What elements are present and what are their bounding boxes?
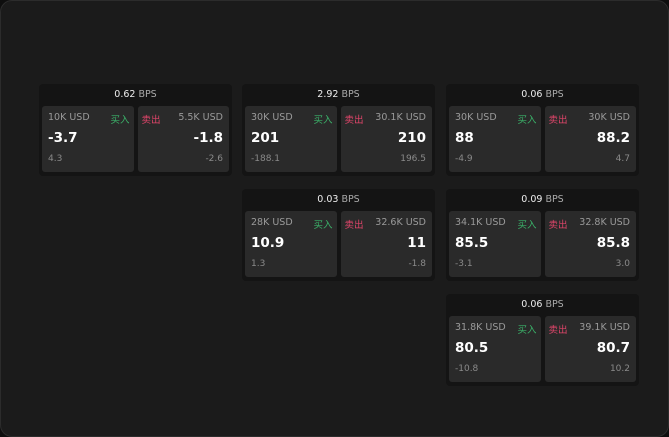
buy-cell[interactable]: 34.1K USD 买入 85.5 -3.1 — [449, 211, 541, 277]
buy-amount: 30K USD — [251, 112, 293, 123]
buy-diff: -4.9 — [455, 154, 473, 164]
sell-cell[interactable]: 32.6K USD 卖出 11 -1.8 — [340, 211, 432, 277]
sell-cell[interactable]: 5.5K USD 卖出 -1.8 -2.6 — [137, 106, 229, 172]
spread-header: 0.09 BPS — [446, 189, 639, 211]
spread-unit: BPS — [545, 299, 564, 310]
quote-tile: 0.06 BPS 31.8K USD 买入 80.5 -10.8 39.1K US… — [446, 294, 639, 386]
buy-diff: 1.3 — [251, 259, 266, 269]
sell-diff: 10.2 — [609, 364, 630, 374]
spread-unit: BPS — [545, 194, 564, 205]
spread-header: 0.06 BPS — [446, 84, 639, 106]
spread-header: 0.03 BPS — [242, 189, 435, 211]
buy-price: 80.5 — [455, 340, 489, 356]
buy-diff: -3.1 — [455, 259, 473, 269]
buy-cell[interactable]: 30K USD 买入 88 -4.9 — [449, 106, 541, 172]
quote-tile: 2.92 BPS 30K USD 买入 201 -188.1 30.1K USD … — [242, 84, 435, 176]
buy-price: 201 — [251, 130, 280, 146]
buy-label: 买入 — [110, 115, 130, 126]
sell-amount: 32.8K USD — [579, 217, 630, 228]
quote-tile: 0.03 BPS 28K USD 买入 10.9 1.3 32.6K USD 卖出… — [242, 189, 435, 281]
buy-diff: 4.3 — [48, 154, 63, 164]
buy-diff: -10.8 — [455, 364, 479, 374]
sell-label: 卖出 — [548, 325, 568, 336]
spread-value: 0.03 — [317, 194, 339, 205]
sell-price: 85.8 — [596, 235, 630, 251]
buy-amount: 31.8K USD — [455, 322, 506, 333]
sell-label: 卖出 — [548, 115, 568, 126]
sell-label: 卖出 — [344, 220, 364, 231]
buy-label: 买入 — [517, 220, 537, 231]
buy-cell[interactable]: 31.8K USD 买入 80.5 -10.8 — [449, 316, 541, 382]
spread-header: 0.06 BPS — [446, 294, 639, 316]
spread-value: 0.06 — [521, 299, 543, 310]
spread-value: 0.62 — [114, 89, 136, 100]
spread-unit: BPS — [341, 194, 360, 205]
buy-price: 85.5 — [455, 235, 489, 251]
sell-diff: 3.0 — [615, 259, 630, 269]
sell-diff: 4.7 — [615, 154, 630, 164]
sell-price: 88.2 — [596, 130, 630, 146]
spread-header: 2.92 BPS — [242, 84, 435, 106]
sell-cell[interactable]: 32.8K USD 卖出 85.8 3.0 — [544, 211, 636, 277]
quote-tile: 0.62 BPS 10K USD 买入 -3.7 4.3 5.5K USD 卖出 … — [39, 84, 232, 176]
sell-amount: 30K USD — [588, 112, 630, 123]
buy-price: 88 — [455, 130, 474, 146]
sell-cell[interactable]: 39.1K USD 卖出 80.7 10.2 — [544, 316, 636, 382]
sell-diff: 196.5 — [400, 154, 426, 164]
buy-label: 买入 — [313, 220, 333, 231]
spread-value: 0.09 — [521, 194, 543, 205]
spread-value: 2.92 — [317, 89, 339, 100]
buy-amount: 28K USD — [251, 217, 293, 228]
sell-amount: 32.6K USD — [375, 217, 426, 228]
spread-unit: BPS — [138, 89, 157, 100]
quote-tile: 0.09 BPS 34.1K USD 买入 85.5 -3.1 32.8K USD… — [446, 189, 639, 281]
spread-value: 0.06 — [521, 89, 543, 100]
sell-diff: -1.8 — [408, 259, 426, 269]
buy-amount: 34.1K USD — [455, 217, 506, 228]
spread-unit: BPS — [545, 89, 564, 100]
sell-label: 卖出 — [344, 115, 364, 126]
buy-price: -3.7 — [48, 130, 78, 146]
sell-amount: 30.1K USD — [375, 112, 426, 123]
buy-amount: 10K USD — [48, 112, 90, 123]
sell-price: -1.8 — [193, 130, 223, 146]
sell-price: 11 — [407, 235, 426, 251]
spread-unit: BPS — [341, 89, 360, 100]
sell-label: 卖出 — [141, 115, 161, 126]
buy-amount: 30K USD — [455, 112, 497, 123]
buy-diff: -188.1 — [251, 154, 281, 164]
quote-tile: 0.06 BPS 30K USD 买入 88 -4.9 30K USD 卖出 88… — [446, 84, 639, 176]
sell-label: 卖出 — [548, 220, 568, 231]
buy-price: 10.9 — [251, 235, 285, 251]
buy-label: 买入 — [517, 325, 537, 336]
sell-price: 80.7 — [596, 340, 630, 356]
sell-cell[interactable]: 30K USD 卖出 88.2 4.7 — [544, 106, 636, 172]
buy-label: 买入 — [313, 115, 333, 126]
sell-amount: 5.5K USD — [178, 112, 223, 123]
buy-label: 买入 — [517, 115, 537, 126]
buy-cell[interactable]: 30K USD 买入 201 -188.1 — [245, 106, 337, 172]
sell-cell[interactable]: 30.1K USD 卖出 210 196.5 — [340, 106, 432, 172]
buy-cell[interactable]: 28K USD 买入 10.9 1.3 — [245, 211, 337, 277]
sell-price: 210 — [397, 130, 426, 146]
spread-header: 0.62 BPS — [39, 84, 232, 106]
sell-amount: 39.1K USD — [579, 322, 630, 333]
sell-diff: -2.6 — [205, 154, 223, 164]
buy-cell[interactable]: 10K USD 买入 -3.7 4.3 — [42, 106, 134, 172]
